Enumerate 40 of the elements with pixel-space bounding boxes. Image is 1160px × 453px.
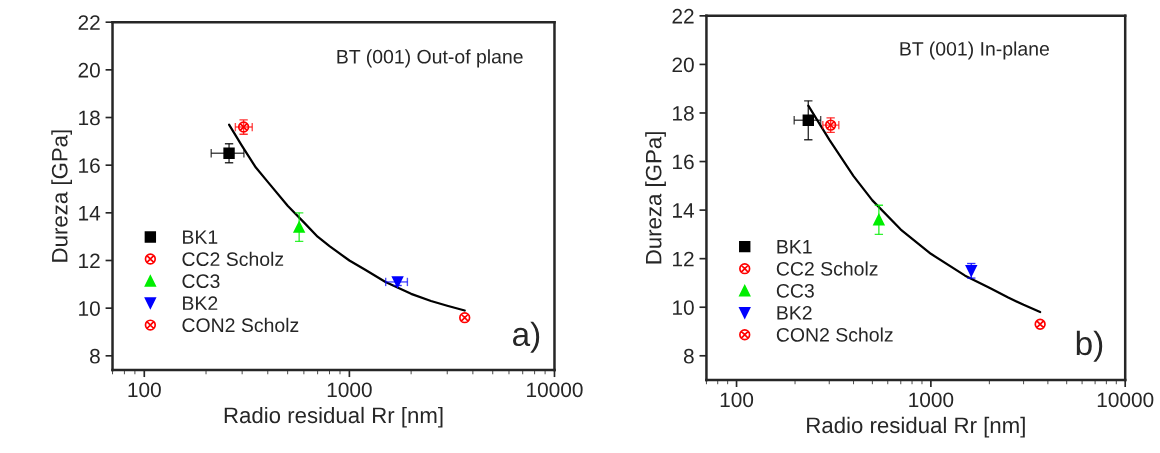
x-tick-label: 10000 [1097,392,1154,408]
y-tick-label: 10 [79,301,100,316]
y-tick-label: 16 [79,158,100,173]
legend-label: CC2 Scholz [776,261,878,276]
legend-label: CC3 [182,274,220,289]
y-tick-label: 20 [672,57,694,73]
annotation: a) [513,321,540,353]
x-tick-label: 10000 [527,382,583,398]
y-tick-label: 8 [90,348,100,364]
legend-label: BK1 [183,230,218,244]
y-tick-label: 14 [79,206,101,221]
y-axis-title: Dureza [GPa] [51,130,72,262]
x-tick-label: 1000 [909,392,954,408]
y-tick-label: 18 [79,110,100,126]
legend-label: CON2 Scholz [776,327,893,342]
annotation: BT (001) In-plane [900,41,1049,60]
annotation: b) [1076,330,1103,362]
y-tick-label: 18 [673,105,694,121]
x-axis-title: Radio residual Rr [nm] [224,406,443,428]
y-tick-label: 12 [673,251,694,267]
y-tick-label: 16 [673,154,694,170]
legend-label: CC3 [776,283,814,298]
x-tick-label: 100 [128,382,161,398]
y-tick-label: 12 [79,253,100,269]
y-tick-label: 20 [78,62,100,78]
legend-label: BK2 [777,305,812,320]
y-tick-label: 10 [673,300,694,315]
x-tick-label: 100 [720,392,754,408]
legend-label: CON2 Scholz [182,317,299,333]
y-axis-title: Dureza [GPa] [645,132,666,264]
y-tick-label: 22 [672,8,694,24]
legend-label: CC2 Scholz [182,251,284,267]
y-tick-label: 8 [683,348,694,364]
legend-label: BK1 [777,240,812,254]
annotation: BT (001) Out-of plane [337,49,523,68]
x-axis-title: Radio residual Rr [nm] [807,416,1025,438]
y-tick-label: 22 [78,15,100,30]
y-tick-label: 14 [673,203,695,218]
x-tick-label: 1000 [327,382,372,398]
legend-label: BK2 [183,296,218,310]
